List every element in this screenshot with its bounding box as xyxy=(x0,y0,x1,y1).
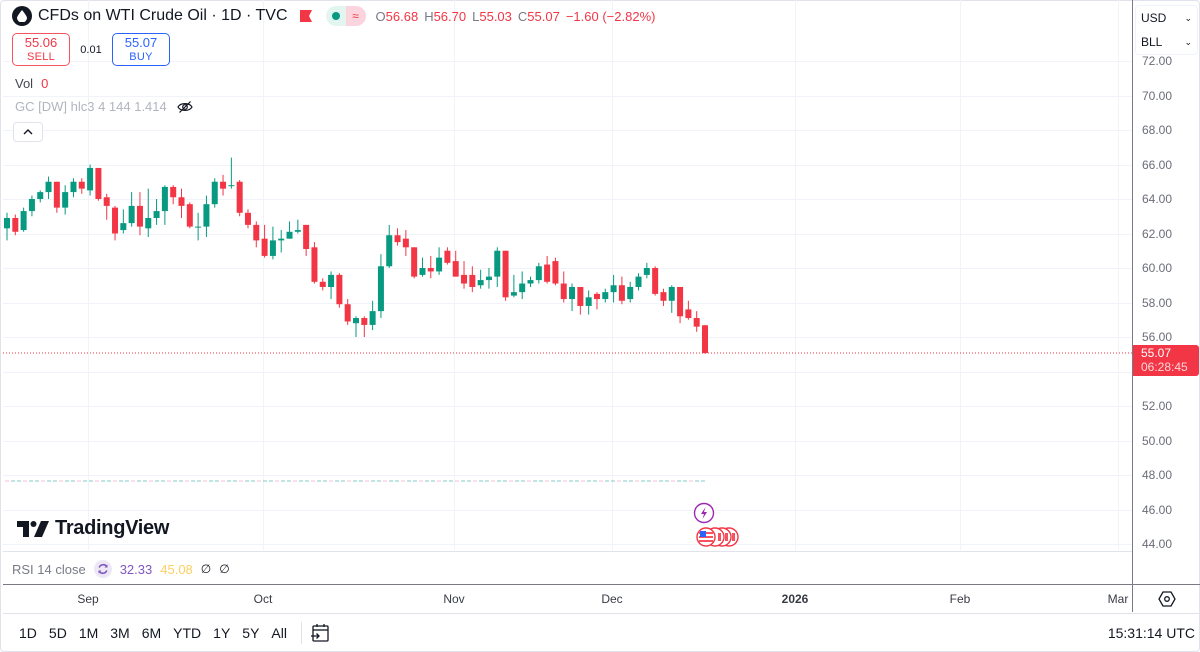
ohlc-values: O56.68 H56.70 L55.03 C55.07 −1.60 (−2.82… xyxy=(376,9,656,24)
high-value: 56.70 xyxy=(433,8,467,24)
price-tick-label: 44.00 xyxy=(1142,537,1173,551)
rsi-refresh-icon[interactable] xyxy=(93,560,112,578)
time-tick-label: Mar xyxy=(1107,592,1129,606)
price-tick-label: 60.00 xyxy=(1142,261,1173,275)
candles xyxy=(4,157,708,354)
range-button-1y[interactable]: 1Y xyxy=(213,624,231,641)
last-price-value: 55.07 xyxy=(1141,346,1172,360)
date-range-buttons: 1D 5D 1M 3M 6M YTD 1Y 5Y All xyxy=(3,625,293,641)
price-tick-label: 48.00 xyxy=(1142,468,1173,482)
currency-dropdown[interactable]: USD ⌄ xyxy=(1136,6,1197,30)
flag-icon[interactable] xyxy=(299,10,312,22)
price-tick-label: 50.00 xyxy=(1142,433,1173,448)
low-value: 55.03 xyxy=(479,8,512,24)
trade-buttons: 55.06 SELL 0.01 55.07 BUY xyxy=(12,33,170,66)
market-status-pill[interactable]: ≈ xyxy=(325,6,366,26)
buy-button[interactable]: 55.07 BUY xyxy=(112,33,170,66)
open-value: 56.68 xyxy=(385,8,419,24)
eye-crossed-icon[interactable] xyxy=(177,100,193,114)
price-tick-label: 46.00 xyxy=(1142,502,1173,517)
range-button-5d[interactable]: 5D xyxy=(48,624,67,641)
open-label: O xyxy=(375,8,386,24)
change-value: −1.60 (−2.82%) xyxy=(565,8,656,24)
unit-value: BLL xyxy=(1141,35,1163,49)
delayed-data-icon: ≈ xyxy=(345,6,366,26)
price-tick-label: 70.00 xyxy=(1142,88,1173,103)
us-economic-events-icon[interactable] xyxy=(692,526,742,548)
range-button-1m[interactable]: 1M xyxy=(78,624,99,641)
currency-value: USD xyxy=(1141,11,1167,25)
utc-clock[interactable]: 15:31:14 UTC xyxy=(1107,624,1195,641)
rsi-ma-value: 45.08 xyxy=(160,561,193,577)
main-chart-pane[interactable]: CFDs on WTI Crude Oil · 1D · TVC ≈ O56.6… xyxy=(3,0,1132,550)
price-axis[interactable]: 44.00 46.00 48.00 50.00 52.00 56.00 58.00 60.00… xyxy=(1132,0,1200,584)
time-tick-label: Dec xyxy=(601,592,623,606)
time-tick-label: Sep xyxy=(77,592,99,606)
time-tick-label: 2026 xyxy=(781,592,809,606)
gc-indicator-legend[interactable]: GC [DW] hlc3 4 144 1.414 xyxy=(15,99,193,114)
chevron-down-icon: ⌄ xyxy=(1184,12,1192,23)
rsi-na-value-1: ∅ xyxy=(200,562,212,576)
buy-label: BUY xyxy=(129,50,153,63)
price-tick-label: 62.00 xyxy=(1142,226,1173,241)
sell-label: SELL xyxy=(26,50,56,63)
range-button-1d[interactable]: 1D xyxy=(19,624,37,641)
earnings-event-icon[interactable] xyxy=(693,502,715,524)
tradingview-logo-text: TradingView xyxy=(55,517,170,539)
chevron-down-icon: ⌄ xyxy=(1184,36,1192,47)
last-price-tag: 55.07 06:28:45 xyxy=(1133,345,1199,376)
price-tick-label: 58.00 xyxy=(1142,295,1173,310)
sell-button[interactable]: 55.06 SELL xyxy=(12,33,70,66)
rsi-label: RSI 14 close xyxy=(12,561,86,577)
range-button-6m[interactable]: 6M xyxy=(141,624,162,641)
range-button-ytd[interactable]: YTD xyxy=(173,624,202,641)
volume-label: Vol xyxy=(15,76,34,91)
price-tick-label: 56.00 xyxy=(1142,330,1173,344)
buy-price: 55.07 xyxy=(124,35,158,51)
rsi-legend[interactable]: RSI 14 close 32.33 45.08 ∅ ∅ xyxy=(12,560,230,578)
price-tick-label: 68.00 xyxy=(1142,123,1173,137)
volume-legend[interactable]: Vol 0 xyxy=(15,76,48,91)
toolbar-divider xyxy=(300,621,302,644)
chart-settings-button[interactable] xyxy=(1132,584,1200,612)
symbol-legend: CFDs on WTI Crude Oil · 1D · TVC ≈ O56.6… xyxy=(12,6,655,26)
spread-value: 0.01 xyxy=(80,43,102,56)
sell-price: 55.06 xyxy=(24,35,58,51)
time-tick-label: Oct xyxy=(253,592,273,606)
gear-icon xyxy=(1157,590,1176,607)
unit-dropdown[interactable]: BLL ⌄ xyxy=(1136,30,1197,54)
go-to-date-icon[interactable] xyxy=(310,623,330,643)
oil-drop-icon xyxy=(12,6,32,26)
rsi-value: 32.33 xyxy=(119,561,153,577)
price-tick-label: 64.00 xyxy=(1142,192,1173,206)
close-value: 55.07 xyxy=(527,8,560,24)
tradingview-logo[interactable]: TradingView xyxy=(17,517,169,540)
price-tick-label: 52.00 xyxy=(1142,399,1173,413)
currency-unit-selector: USD ⌄ BLL ⌄ xyxy=(1135,5,1198,55)
bottom-toolbar: 1D 5D 1M 3M 6M YTD 1Y 5Y All 15:31:14 UTC xyxy=(3,613,1199,651)
market-open-icon xyxy=(325,6,346,26)
time-tick-label: Nov xyxy=(443,592,465,606)
low-label: L xyxy=(472,8,480,24)
bar-countdown: 06:28:45 xyxy=(1141,360,1188,374)
chevron-up-icon xyxy=(23,129,33,135)
time-tick-label: Feb xyxy=(949,592,971,606)
close-label: C xyxy=(517,8,528,24)
time-axis[interactable]: Sep Oct Nov Dec 2026 Feb Mar xyxy=(3,584,1132,612)
range-button-3m[interactable]: 3M xyxy=(110,624,130,641)
candlestick-chart[interactable] xyxy=(3,0,1132,550)
rsi-na-value-2: ∅ xyxy=(219,562,230,576)
range-button-all[interactable]: All xyxy=(271,624,287,641)
tradingview-logo-icon xyxy=(17,520,49,537)
gc-indicator-label: GC [DW] hlc3 4 144 1.414 xyxy=(15,99,167,114)
volume-value: 0 xyxy=(41,76,49,91)
high-label: H xyxy=(424,8,434,24)
symbol-title[interactable]: CFDs on WTI Crude Oil · 1D · TVC xyxy=(38,7,288,24)
rsi-pane[interactable]: RSI 14 close 32.33 45.08 ∅ ∅ xyxy=(3,551,1132,584)
collapse-legend-button[interactable] xyxy=(13,122,43,142)
price-tick-label: 66.00 xyxy=(1142,157,1173,172)
price-tick-label: 72.00 xyxy=(1142,54,1173,68)
range-button-5y[interactable]: 5Y xyxy=(242,624,260,641)
